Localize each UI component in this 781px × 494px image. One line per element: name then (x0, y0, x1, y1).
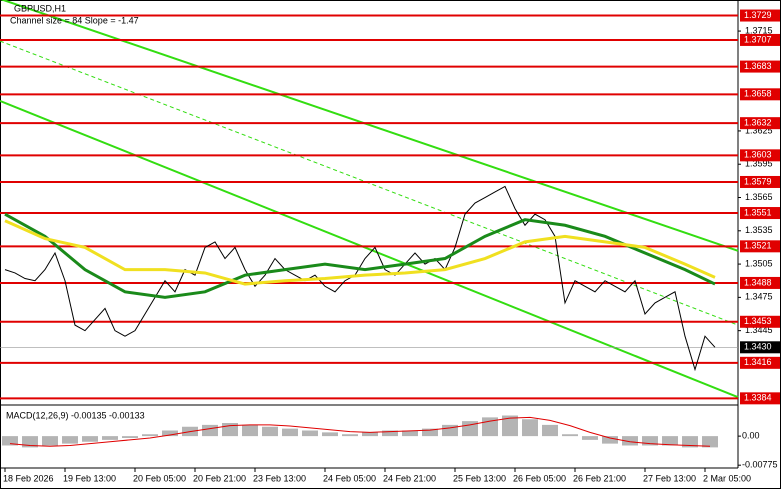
y-tick-label: 1.3535 (745, 225, 773, 235)
y-tick-label: 1.3565 (745, 192, 773, 202)
level-label: 1.3579 (744, 176, 772, 186)
macd-bar (322, 432, 338, 437)
y-tick-label: -0.00775 (742, 460, 778, 470)
level-label: 1.3632 (744, 118, 772, 128)
price-line (4, 185, 716, 372)
y-tick-label: 1.3475 (745, 292, 773, 302)
level-box (740, 60, 780, 73)
chart-title: GBPUSD,H1 (14, 3, 66, 13)
macd-bar (302, 430, 318, 437)
level-label: 1.3384 (744, 393, 772, 403)
macd-bar (22, 436, 38, 448)
macd-signal (9, 416, 711, 447)
x-tick-label: 24 Feb 05:00 (323, 473, 376, 483)
macd-bar (702, 436, 718, 448)
x-tick-label: 20 Feb 21:00 (193, 473, 246, 483)
y-tick-label: 1.3445 (745, 325, 773, 335)
macd-bar (542, 424, 558, 437)
x-tick-label: 23 Feb 13:00 (253, 473, 306, 483)
level-box (740, 175, 780, 188)
x-tick-label: 19 Feb 13:00 (63, 473, 116, 483)
macd-bar (162, 430, 178, 437)
level-box (740, 33, 780, 46)
macd-bar (502, 415, 518, 437)
macd-bar (262, 426, 278, 437)
macd-bar (142, 434, 158, 437)
macd-bar (622, 436, 638, 446)
x-tick-label: 2 Mar 05:00 (703, 473, 751, 483)
last-price-box (740, 341, 780, 354)
moving-average (4, 212, 716, 299)
x-tick-label: 26 Feb 21:00 (573, 473, 626, 483)
level-label: 1.3521 (744, 241, 772, 251)
macd-bar (582, 436, 598, 440)
level-box (740, 88, 780, 101)
level-label: 1.3683 (744, 61, 772, 71)
level-label: 1.3453 (744, 316, 772, 326)
level-box (740, 149, 780, 162)
macd-bar (242, 424, 258, 437)
level-box (740, 276, 780, 289)
level-label: 1.3603 (744, 150, 772, 160)
macd-bar (662, 436, 678, 446)
level-label: 1.3707 (744, 34, 772, 44)
y-tick-label: 1.3505 (745, 258, 773, 268)
x-tick-label: 25 Feb 13:00 (453, 473, 506, 483)
channel-line (0, 40, 739, 326)
level-box (740, 207, 780, 220)
level-label: 1.3416 (744, 357, 772, 367)
chart-subtitle: Channel size = 84 Slope = -1.47 (10, 15, 139, 25)
level-label: 1.3729 (744, 10, 772, 20)
channel-line (0, 100, 739, 399)
level-box (740, 392, 780, 405)
last-price-label: 1.3430 (744, 342, 772, 352)
macd-bar (522, 419, 538, 437)
macd-bar (682, 436, 698, 448)
macd-bar (442, 424, 458, 437)
macd-bar (102, 436, 118, 440)
level-label: 1.3658 (744, 89, 772, 99)
macd-bar (402, 430, 418, 437)
x-tick-label: 26 Feb 05:00 (513, 473, 566, 483)
x-tick-label: 27 Feb 13:00 (643, 473, 696, 483)
y-tick-label: 1.3715 (745, 25, 773, 35)
level-box (740, 117, 780, 130)
x-tick-label: 20 Feb 05:00 (133, 473, 186, 483)
macd-bar (422, 428, 438, 437)
level-box (740, 315, 780, 328)
x-tick-label: 24 Feb 21:00 (383, 473, 436, 483)
macd-bar (42, 436, 58, 446)
macd-bar (342, 434, 358, 437)
macd-bar (82, 436, 98, 442)
macd-bar (562, 434, 578, 437)
level-box (740, 356, 780, 369)
macd-bar (462, 421, 478, 437)
macd-bar (62, 436, 78, 444)
y-tick-label: 0.00 (742, 431, 760, 441)
moving-average (4, 219, 716, 286)
macd-bar (642, 436, 658, 446)
macd-bar (362, 432, 378, 437)
level-box (740, 240, 780, 253)
level-label: 1.3488 (744, 277, 772, 287)
macd-bar (2, 436, 18, 446)
y-tick-label: 1.3625 (745, 125, 773, 135)
macd-bar (382, 430, 398, 437)
y-tick-label: 1.3595 (745, 159, 773, 169)
x-tick-label: 18 Feb 2026 (3, 473, 54, 483)
level-label: 1.3551 (744, 207, 772, 217)
macd-bar (282, 428, 298, 437)
level-box (740, 9, 780, 22)
macd-title: MACD(12,26,9) -0.00135 -0.00133 (6, 410, 145, 420)
macd-bar (122, 436, 138, 438)
macd-bar (602, 436, 618, 444)
macd-bar (202, 424, 218, 437)
